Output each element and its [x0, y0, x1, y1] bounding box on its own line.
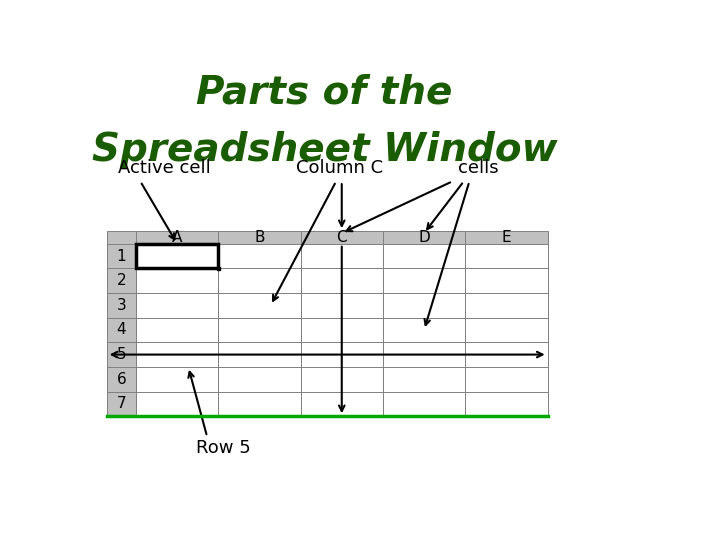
Bar	[383, 318, 465, 342]
Bar	[107, 318, 136, 342]
Bar	[136, 342, 218, 367]
Bar	[136, 293, 218, 318]
Bar	[136, 244, 218, 268]
Bar	[300, 367, 383, 392]
Text: Active cell: Active cell	[118, 159, 211, 177]
Bar	[465, 244, 547, 268]
Bar	[465, 293, 547, 318]
Text: 1: 1	[117, 248, 126, 264]
Bar	[136, 367, 218, 392]
Text: cells: cells	[459, 159, 499, 177]
Bar	[465, 392, 547, 416]
Bar	[300, 231, 383, 244]
Text: C: C	[336, 230, 347, 245]
Bar	[300, 342, 383, 367]
Text: Spreadsheet Window: Spreadsheet Window	[91, 131, 557, 170]
Bar	[465, 367, 547, 392]
Bar	[136, 268, 218, 293]
Text: Column C: Column C	[297, 159, 384, 177]
Bar	[300, 244, 383, 268]
Bar	[383, 244, 465, 268]
Text: B: B	[254, 230, 265, 245]
Bar	[136, 244, 218, 268]
Bar	[136, 392, 218, 416]
Bar	[107, 231, 136, 244]
Bar	[383, 367, 465, 392]
Bar	[218, 268, 300, 293]
Bar	[465, 318, 547, 342]
Bar	[300, 392, 383, 416]
Bar	[107, 244, 136, 268]
Bar	[107, 367, 136, 392]
Bar	[300, 268, 383, 293]
Bar	[383, 342, 465, 367]
Bar	[218, 392, 300, 416]
Bar	[218, 231, 300, 244]
Bar	[383, 268, 465, 293]
Bar	[465, 268, 547, 293]
Bar	[218, 244, 300, 268]
Text: 3: 3	[117, 298, 126, 313]
Bar	[107, 342, 136, 367]
Bar	[465, 342, 547, 367]
Bar	[383, 293, 465, 318]
Text: 6: 6	[117, 372, 126, 387]
Text: 5: 5	[117, 347, 126, 362]
Text: 7: 7	[117, 396, 126, 411]
Bar	[383, 231, 465, 244]
Bar	[383, 392, 465, 416]
Bar	[107, 392, 136, 416]
Bar	[300, 318, 383, 342]
Text: Parts of the: Parts of the	[196, 73, 453, 111]
Bar	[107, 293, 136, 318]
Bar	[217, 267, 220, 269]
Bar	[300, 293, 383, 318]
Text: 4: 4	[117, 322, 126, 338]
Text: 2: 2	[117, 273, 126, 288]
Bar	[465, 231, 547, 244]
Bar	[218, 367, 300, 392]
Text: E: E	[502, 230, 511, 245]
Bar	[218, 342, 300, 367]
Bar	[218, 318, 300, 342]
Bar	[218, 293, 300, 318]
Bar	[107, 268, 136, 293]
Bar	[136, 318, 218, 342]
Bar	[136, 231, 218, 244]
Text: A: A	[172, 230, 182, 245]
Text: D: D	[418, 230, 430, 245]
Text: Row 5: Row 5	[196, 439, 251, 457]
